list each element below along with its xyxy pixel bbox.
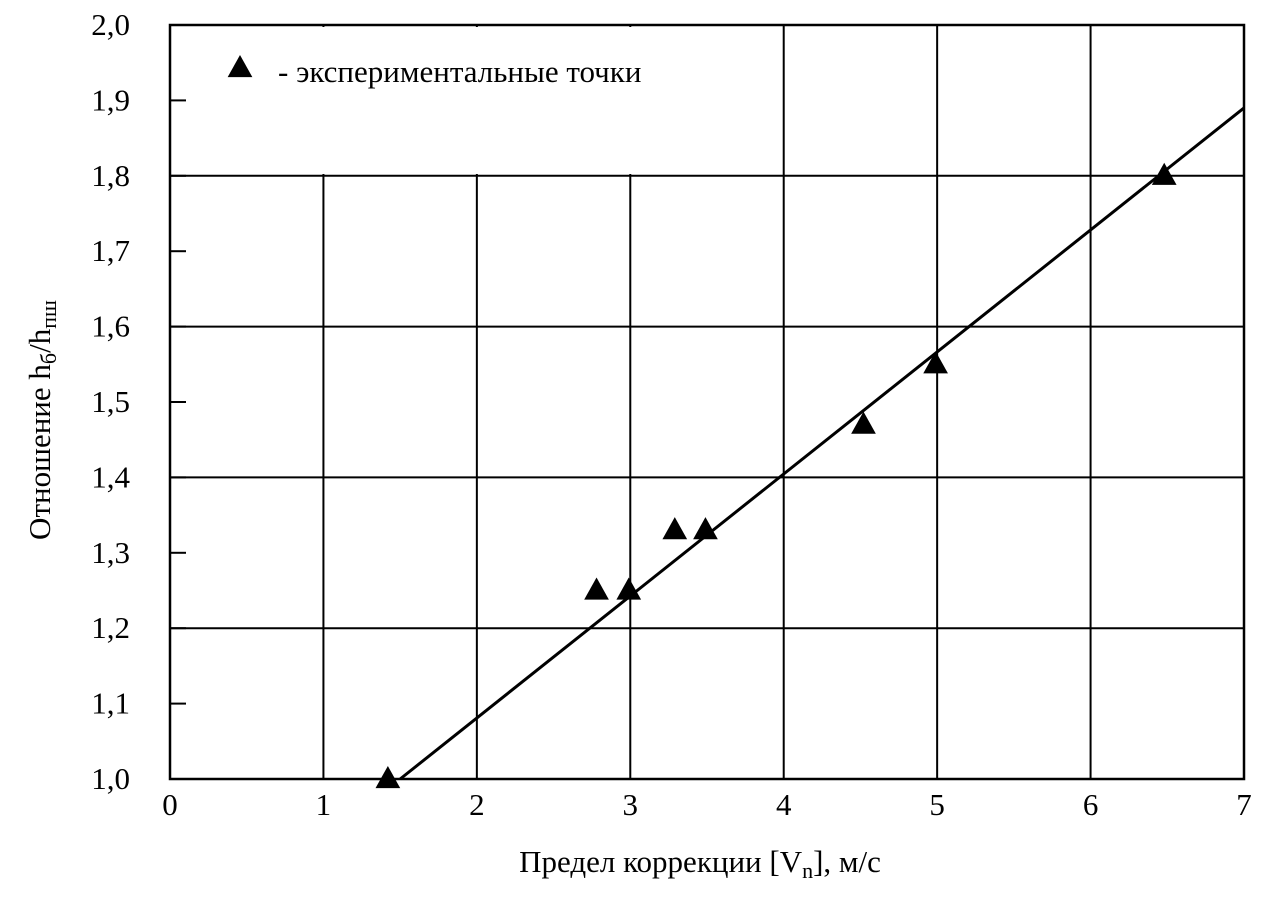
data-point — [616, 577, 642, 600]
data-point — [851, 411, 876, 434]
legend-box — [172, 27, 782, 174]
y-tick-label: 1,3 — [91, 535, 130, 570]
y-tick-label: 1,5 — [91, 384, 130, 419]
x-label-sub: n — [802, 858, 813, 883]
x-tick-label: 0 — [162, 787, 178, 822]
y-tick-label: 2,0 — [91, 7, 130, 42]
data-point — [375, 766, 401, 789]
y-tick-label: 1,0 — [91, 761, 130, 796]
data-point — [693, 517, 718, 540]
x-tick-label: 6 — [1083, 787, 1099, 822]
y-tick-label: 1,1 — [91, 686, 130, 721]
fit-line — [399, 106, 1245, 781]
y-axis-label: Отношение hб/hпш — [22, 300, 61, 540]
y-tick-label: 1,2 — [91, 610, 130, 645]
x-tick-label: 2 — [469, 787, 485, 822]
y-tick-label: 1,7 — [91, 233, 130, 268]
x-tick-label: 5 — [929, 787, 945, 822]
y-label-part: Отношение h — [22, 364, 57, 540]
y-tick-label: 1,8 — [91, 158, 130, 193]
x-tick-label: 4 — [776, 787, 792, 822]
x-tick-label: 7 — [1236, 787, 1252, 822]
y-tick-label: 1,6 — [91, 309, 130, 344]
data-point — [1151, 162, 1177, 185]
y-tick-label: 1,9 — [91, 82, 130, 117]
legend-marker — [227, 55, 253, 78]
data-point — [584, 577, 609, 600]
y-label-part: /h — [22, 328, 57, 353]
y-label-sub: б — [36, 353, 61, 364]
data-point — [662, 517, 688, 540]
x-label-part: Предел коррекции [V — [519, 844, 803, 879]
x-label-part: ], м/с — [813, 844, 881, 879]
y-label-sub: пш — [36, 300, 61, 329]
x-axis-label: Предел коррекции [Vn], м/с — [519, 844, 881, 883]
y-tick-label: 1,4 — [91, 459, 130, 494]
x-tick-label: 1 — [316, 787, 332, 822]
data-point — [923, 351, 948, 374]
x-tick-label: 3 — [623, 787, 639, 822]
legend-label: - экспериментальные точки — [278, 54, 641, 89]
